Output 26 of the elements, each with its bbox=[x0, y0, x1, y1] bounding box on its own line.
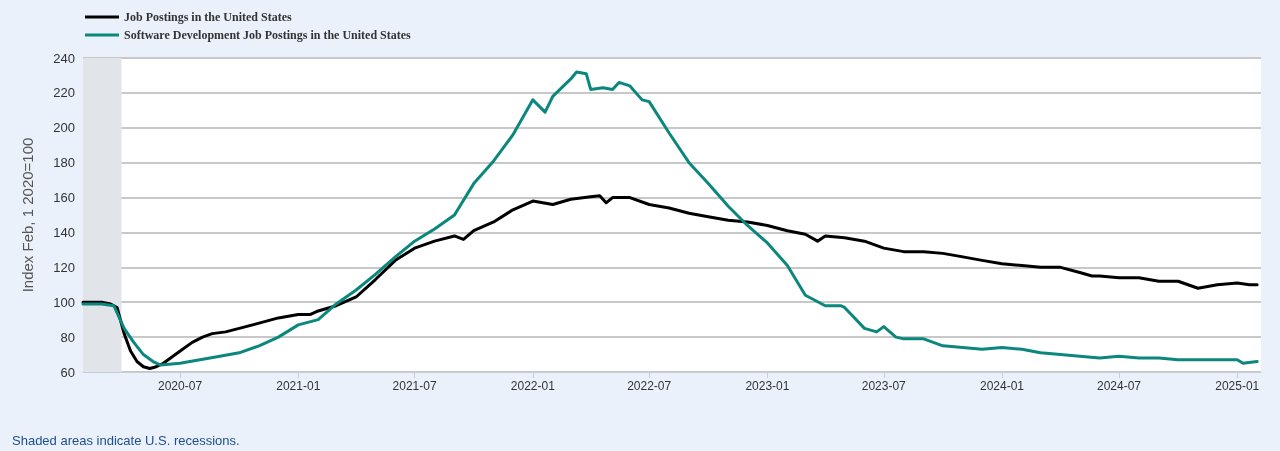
line-series bbox=[81, 70, 1259, 367]
y-tick-label: 80 bbox=[60, 329, 75, 345]
y-tick-label: 100 bbox=[53, 294, 75, 310]
x-tick-label: 2024-01 bbox=[979, 379, 1025, 393]
y-axis-title: Index Feb, 1 2020=100 bbox=[19, 137, 36, 293]
y-tick-label: 240 bbox=[53, 50, 75, 66]
x-tick-label: 2025-01 bbox=[1215, 379, 1260, 393]
y-tick-label: 180 bbox=[53, 155, 75, 171]
y-tick-label: 160 bbox=[53, 190, 75, 206]
y-tick-label: 140 bbox=[53, 224, 75, 240]
x-tick-label: 2023-07 bbox=[861, 379, 907, 393]
legend-label: Software Development Job Postings in the United States bbox=[124, 28, 412, 42]
x-tick-label: 2022-07 bbox=[627, 379, 672, 393]
x-tick-label: 2021-01 bbox=[276, 379, 321, 393]
line-series bbox=[81, 194, 1259, 371]
x-tick-label: 2020-07 bbox=[158, 379, 203, 393]
legend-label: Job Postings in the United States bbox=[124, 10, 293, 24]
y-tick-label: 200 bbox=[53, 120, 75, 136]
y-tick-label: 220 bbox=[53, 85, 75, 101]
y-tick-label: 60 bbox=[60, 364, 75, 380]
text: Shaded areas indicate U.S. recessions. bbox=[12, 433, 240, 448]
x-tick-label: 2023-01 bbox=[745, 379, 790, 393]
x-tick-label: 2024-07 bbox=[1096, 379, 1142, 393]
y-tick-label: 120 bbox=[53, 259, 75, 275]
x-tick-label: 2021-07 bbox=[392, 379, 437, 393]
x-tick-label: 2022-01 bbox=[510, 379, 556, 393]
